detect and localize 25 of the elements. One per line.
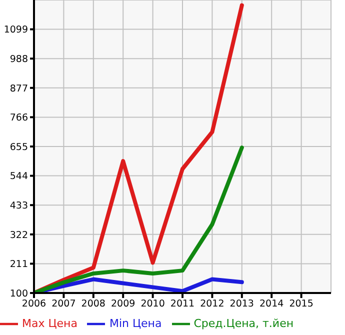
y-tick-label: 988 [10, 54, 28, 65]
y-tick-label: 433 [10, 200, 28, 212]
x-tick-label: 2015 [289, 298, 314, 310]
x-tick-label: 2010 [140, 298, 165, 310]
x-tick-label: 2009 [111, 298, 136, 310]
y-tick-label: 877 [10, 83, 28, 94]
x-tick-label: 2011 [170, 298, 195, 310]
x-tick-label: 2007 [52, 298, 76, 310]
legend-label: Min Цена [109, 317, 162, 330]
line-series [34, 3, 244, 293]
y-tick-label: 655 [10, 142, 28, 153]
line-series [34, 146, 244, 293]
x-tick-label: 2014 [260, 298, 284, 310]
legend-label: Сред.Цена, т.йен [194, 317, 294, 330]
x-tick-label: 2012 [200, 298, 224, 310]
y-tick-label: 1099 [4, 24, 28, 36]
y-tick-label: 211 [10, 259, 28, 270]
y-tick-label: 100 [10, 288, 28, 300]
legend-label: Max Цена [22, 317, 78, 330]
x-tick-label: 2013 [230, 298, 254, 310]
x-tick-label: 2006 [22, 298, 46, 310]
y-tick-label: 766 [10, 112, 28, 124]
y-tick-label: 544 [10, 171, 28, 182]
x-tick-label: 2008 [81, 298, 106, 310]
y-tick-label: 322 [10, 230, 28, 241]
